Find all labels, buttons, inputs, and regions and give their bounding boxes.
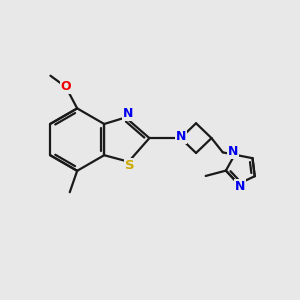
- Text: N: N: [228, 145, 238, 158]
- Text: N: N: [235, 180, 245, 193]
- Text: S: S: [125, 159, 135, 172]
- Text: N: N: [123, 107, 133, 120]
- Text: O: O: [61, 80, 71, 94]
- Text: N: N: [176, 130, 186, 143]
